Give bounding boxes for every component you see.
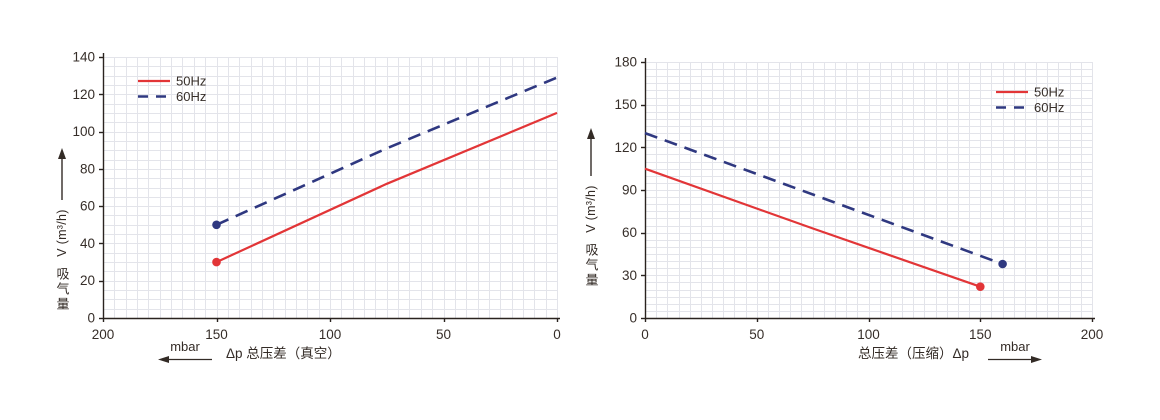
svg-text:120: 120: [72, 87, 95, 102]
vacuum-x-unit: mbar: [156, 339, 214, 364]
x-tick-labels: 200 150 100 50 0: [92, 327, 561, 342]
series-marker-60hz: [998, 259, 1007, 269]
flow-unit-label: V (m³/h): [584, 185, 598, 233]
svg-text:200: 200: [92, 327, 115, 342]
flow-name-label: 吸气量: [54, 267, 70, 312]
svg-text:30: 30: [622, 268, 637, 283]
up-arrow-icon: [58, 148, 66, 200]
axes: [99, 53, 560, 322]
up-arrow-icon: [587, 128, 595, 176]
svg-text:20: 20: [80, 273, 95, 288]
x-tick-labels: 0 50 100 150 200: [641, 327, 1103, 342]
svg-text:40: 40: [80, 236, 95, 251]
svg-text:60: 60: [622, 225, 637, 240]
legend-label-50hz: 50Hz: [1034, 85, 1064, 100]
svg-text:140: 140: [72, 50, 95, 65]
left-arrow-icon: [158, 356, 212, 364]
series-marker-50hz: [976, 282, 985, 292]
svg-text:100: 100: [72, 124, 95, 139]
y-tick-labels: 0 20 40 60 80 100 120 140: [72, 50, 95, 326]
svg-text:150: 150: [205, 327, 228, 342]
series-line-50hz: [216, 111, 558, 264]
svg-text:100: 100: [319, 327, 342, 342]
compression-x-unit: mbar: [986, 339, 1044, 364]
series-marker-60hz: [212, 220, 221, 230]
series-marker-50hz: [212, 257, 221, 267]
flow-unit-label: V (m³/h): [55, 209, 69, 257]
legend-label-60hz: 60Hz: [1034, 100, 1064, 115]
vacuum-y-axis-label: V (m³/h) 吸气量: [54, 148, 70, 312]
compression-y-axis-label: V (m³/h) 吸气量: [583, 128, 599, 288]
svg-text:150: 150: [969, 327, 992, 342]
gridlines: [103, 57, 558, 319]
svg-text:0: 0: [553, 327, 561, 342]
svg-text:50: 50: [436, 327, 451, 342]
svg-text:50: 50: [749, 327, 764, 342]
vacuum-x-axis-label: Δp 总压差（真空）: [226, 346, 341, 361]
right-arrow-icon: [988, 356, 1042, 364]
svg-text:0: 0: [87, 311, 95, 326]
svg-text:80: 80: [80, 161, 95, 176]
svg-text:90: 90: [622, 183, 637, 198]
flow-name-label: 吸气量: [583, 243, 599, 288]
svg-text:200: 200: [1081, 327, 1104, 342]
series-line-50hz: [644, 167, 981, 288]
compression-x-axis-label: 总压差（压缩）Δp: [858, 346, 970, 361]
svg-text:150: 150: [614, 97, 637, 112]
legend-label-60hz: 60Hz: [176, 89, 206, 104]
svg-text:0: 0: [641, 327, 649, 342]
legend-label-50hz: 50Hz: [176, 74, 206, 89]
svg-text:100: 100: [857, 327, 880, 342]
svg-text:0: 0: [629, 311, 637, 326]
svg-text:60: 60: [80, 199, 95, 214]
svg-text:120: 120: [614, 140, 637, 155]
svg-text:180: 180: [614, 55, 637, 70]
series-line-60hz: [644, 131, 1004, 266]
y-tick-labels: 0 30 60 90 120 150 180: [614, 55, 637, 326]
axes: [641, 58, 1095, 322]
